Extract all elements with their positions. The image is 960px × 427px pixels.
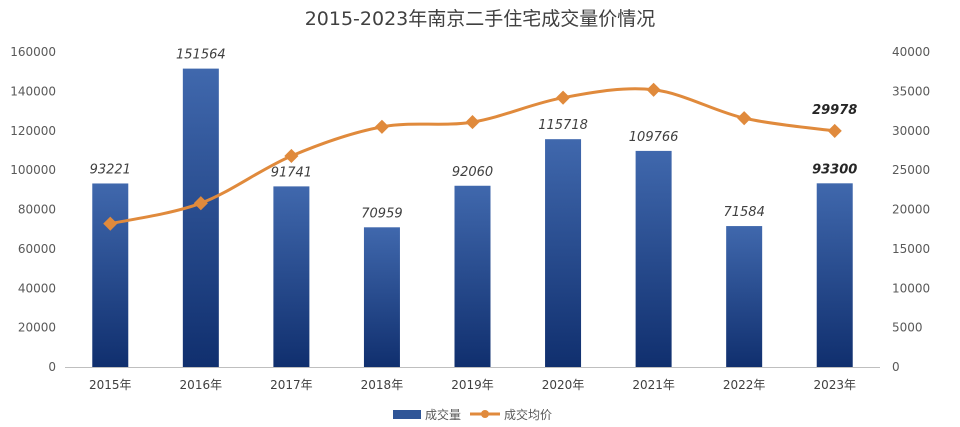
bar-volume bbox=[816, 183, 853, 367]
left-axis-tick-label: 20000 bbox=[18, 321, 56, 335]
right-axis-tick-label: 10000 bbox=[892, 281, 930, 295]
left-axis-tick-label: 40000 bbox=[18, 281, 56, 295]
price-marker bbox=[827, 123, 842, 138]
bar-data-label: 92060 bbox=[452, 165, 493, 180]
left-axis-tick-label: 0 bbox=[48, 360, 56, 374]
bar-volume bbox=[273, 186, 310, 367]
legend-label-volume: 成交量 bbox=[425, 407, 461, 422]
x-axis-labels: 2015年 2016年 2017年 2018年 2019年 2020年 2021年 2022年… bbox=[89, 378, 856, 392]
x-axis-tick-label: 2017年 bbox=[270, 378, 313, 392]
bar-volume bbox=[92, 183, 129, 367]
left-axis-tick-label: 80000 bbox=[18, 203, 56, 217]
x-axis-tick-label: 2018年 bbox=[361, 378, 404, 392]
chart-title: 2015-2023年南京二手住宅成交量价情况 bbox=[305, 8, 656, 30]
left-axis-tick-label: 140000 bbox=[10, 84, 56, 98]
bars-group bbox=[92, 68, 853, 368]
legend-label-price: 成交均价 bbox=[504, 407, 552, 422]
x-axis-tick-label: 2023年 bbox=[813, 378, 856, 392]
left-axis-tick-label: 60000 bbox=[18, 242, 56, 256]
price-data-label: 29978 bbox=[812, 103, 857, 118]
x-axis-tick-label: 2019年 bbox=[451, 378, 494, 392]
right-axis-tick-label: 20000 bbox=[892, 203, 930, 217]
right-axis-tick-label: 25000 bbox=[892, 163, 930, 177]
bar-data-label: 91741 bbox=[271, 165, 312, 180]
price-marker bbox=[465, 115, 480, 130]
bar-data-label: 109766 bbox=[629, 130, 679, 145]
left-axis-tick-label: 120000 bbox=[10, 124, 56, 138]
right-axis-tick-label: 5000 bbox=[892, 321, 923, 335]
right-axis-tick-label: 30000 bbox=[892, 124, 930, 138]
x-axis-tick-label: 2021年 bbox=[632, 378, 675, 392]
x-axis-tick-label: 2015年 bbox=[89, 378, 132, 392]
right-axis-tick-label: 40000 bbox=[892, 45, 930, 59]
price-marker bbox=[737, 111, 752, 126]
bar-volume bbox=[363, 227, 400, 367]
right-axis-tick-label: 35000 bbox=[892, 84, 930, 98]
right-axis-tick-label: 0 bbox=[892, 360, 900, 374]
x-axis-tick-label: 2022年 bbox=[723, 378, 766, 392]
left-axis-tick-label: 160000 bbox=[10, 45, 56, 59]
bar-data-label: 151564 bbox=[176, 48, 226, 63]
right-axis-tick-label: 15000 bbox=[892, 242, 930, 256]
price-marker bbox=[555, 90, 571, 105]
price-marker bbox=[193, 196, 208, 211]
bar-data-label: 115718 bbox=[538, 118, 588, 133]
bar-volume bbox=[182, 68, 219, 368]
x-axis-tick-label: 2020年 bbox=[542, 378, 585, 392]
bar-labels-group: 93221 151564 91741 70959 92060 115718 109766 71… bbox=[90, 48, 858, 222]
bar-volume bbox=[545, 139, 582, 367]
legend-swatch-volume bbox=[393, 410, 421, 419]
price-marker bbox=[284, 148, 299, 164]
bar-data-label: 93300 bbox=[812, 162, 857, 177]
bar-data-label: 70959 bbox=[361, 206, 402, 221]
bar-volume bbox=[726, 226, 763, 367]
bar-volume bbox=[635, 150, 672, 367]
x-axis-tick-label: 2016年 bbox=[180, 378, 223, 392]
legend: 成交量 成交均价 bbox=[393, 407, 552, 422]
left-axis-tick-label: 100000 bbox=[10, 163, 56, 177]
bar-data-label: 71584 bbox=[723, 205, 764, 220]
price-marker bbox=[646, 82, 661, 97]
right-axis: 0 5000 10000 15000 20000 25000 30000 35000 40000 bbox=[892, 45, 930, 374]
bar-volume bbox=[454, 185, 491, 367]
price-marker bbox=[374, 119, 390, 134]
legend-swatch-price-marker bbox=[481, 410, 489, 418]
left-axis: 0 20000 40000 60000 80000 100000 120000 140000 1… bbox=[10, 45, 56, 374]
bar-data-label: 93221 bbox=[90, 162, 131, 177]
